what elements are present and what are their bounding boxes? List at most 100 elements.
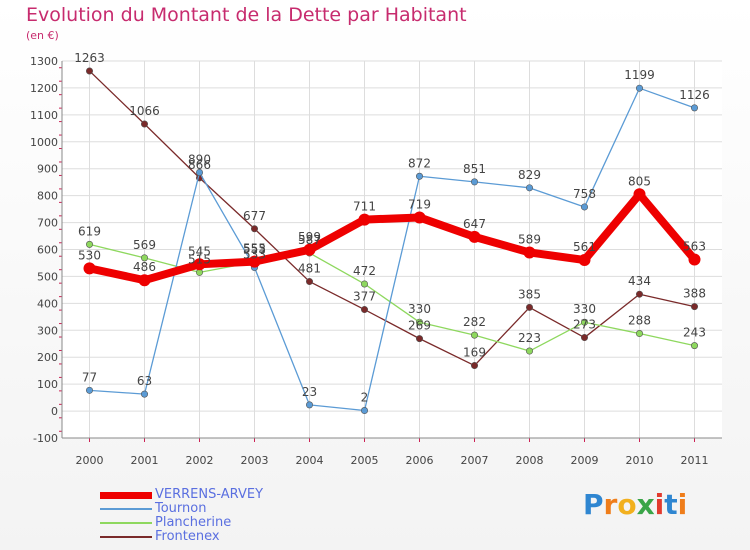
- data-label-frontenex: 481: [298, 262, 321, 276]
- data-label-tournon: 2: [361, 391, 369, 405]
- series-line-frontenex: [88, 70, 696, 367]
- y-tick-label: 0: [51, 405, 58, 418]
- data-point-verrens-arvey: [138, 274, 151, 287]
- data-point-plancherine: [580, 318, 588, 326]
- data-point-verrens-arvey: [193, 258, 206, 271]
- data-label-tournon: 23: [302, 385, 317, 399]
- data-point-frontenex: [690, 303, 698, 311]
- legend-swatch-tournon: [100, 508, 152, 510]
- data-label-plancherine: 288: [628, 314, 651, 328]
- legend-swatch-frontenex: [100, 536, 152, 538]
- data-label-tournon: 1199: [624, 68, 655, 82]
- data-label-frontenex: 385: [518, 287, 541, 301]
- logo-letter: r: [603, 488, 618, 521]
- data-point-tournon: [580, 203, 588, 211]
- y-tick-label: 600: [37, 244, 58, 257]
- data-label-frontenex: 434: [628, 274, 651, 288]
- legend-swatch-verrens-arvey: [100, 492, 152, 499]
- data-point-verrens-arvey: [468, 230, 481, 243]
- data-point-frontenex: [360, 306, 368, 314]
- data-point-verrens-arvey: [303, 243, 316, 256]
- logo-letter: i: [654, 488, 665, 521]
- y-tick-label: 1300: [30, 55, 58, 68]
- data-point-tournon: [525, 184, 533, 192]
- x-tick-label: 2008: [516, 454, 544, 467]
- data-point-plancherine: [415, 318, 423, 326]
- data-label-plancherine: 619: [78, 224, 101, 238]
- series-line-tournon: [88, 87, 696, 412]
- x-tick-label: 2001: [131, 454, 159, 467]
- data-label-verrens-arvey: 647: [463, 217, 486, 231]
- data-label-plancherine: 243: [683, 326, 706, 340]
- data-point-plancherine: [141, 254, 149, 262]
- legend-label-plancherine: Plancherine: [155, 515, 232, 530]
- data-point-tournon: [470, 178, 478, 186]
- data-point-tournon: [415, 172, 423, 180]
- x-tick-label: 2005: [351, 454, 379, 467]
- x-tick-label: 2006: [406, 454, 434, 467]
- y-tick-label: 100: [37, 378, 58, 391]
- data-label-verrens-arvey: 545: [188, 244, 211, 258]
- data-point-plancherine: [360, 280, 368, 288]
- x-tick-label: 2003: [241, 454, 269, 467]
- data-point-frontenex: [86, 67, 94, 75]
- y-tick-label: 300: [37, 324, 58, 337]
- x-tick-label: 2007: [461, 454, 489, 467]
- chart-subtitle: (en €): [26, 29, 59, 42]
- data-point-frontenex: [305, 278, 313, 286]
- chart-title: Evolution du Montant de la Dette par Hab…: [26, 4, 467, 26]
- x-tick-label: 2011: [681, 454, 709, 467]
- data-label-plancherine: 330: [408, 302, 431, 316]
- data-point-frontenex: [415, 335, 423, 343]
- data-label-verrens-arvey: 561: [573, 240, 596, 254]
- data-label-frontenex: 169: [463, 346, 486, 360]
- y-tick-label: -100: [33, 432, 58, 445]
- data-label-frontenex: 377: [353, 290, 376, 304]
- data-point-frontenex: [251, 225, 259, 233]
- data-label-frontenex: 677: [243, 209, 266, 223]
- data-label-tournon: 1126: [679, 88, 710, 102]
- data-label-frontenex: 269: [408, 319, 431, 333]
- data-point-tournon: [305, 401, 313, 409]
- data-point-frontenex: [141, 120, 149, 128]
- data-label-tournon: 890: [188, 152, 211, 166]
- data-point-tournon: [141, 390, 149, 398]
- data-label-verrens-arvey: 711: [353, 200, 376, 214]
- x-tick-label: 2000: [76, 454, 104, 467]
- x-tick-label: 2002: [186, 454, 214, 467]
- y-tick-label: 700: [37, 217, 58, 230]
- data-label-plancherine: 330: [573, 302, 596, 316]
- data-point-frontenex: [470, 362, 478, 370]
- data-point-verrens-arvey: [578, 254, 591, 267]
- legend-swatch-plancherine: [100, 522, 152, 524]
- data-point-tournon: [86, 386, 94, 394]
- y-tick-label: 1000: [30, 136, 58, 149]
- data-point-frontenex: [525, 303, 533, 311]
- y-tick-label: 500: [37, 270, 58, 283]
- data-point-plancherine: [525, 347, 533, 355]
- data-label-plancherine: 282: [463, 315, 486, 329]
- y-tick-label: 1200: [30, 82, 58, 95]
- data-label-frontenex: 1263: [74, 51, 105, 65]
- data-label-verrens-arvey: 486: [133, 260, 156, 274]
- x-tick-label: 2010: [626, 454, 654, 467]
- data-point-tournon: [635, 84, 643, 92]
- logo-letter: x: [636, 488, 655, 521]
- y-tick-label: 400: [37, 297, 58, 310]
- data-label-frontenex: 1066: [129, 104, 160, 118]
- data-label-tournon: 829: [518, 168, 541, 182]
- data-label-tournon: 758: [573, 187, 596, 201]
- data-label-tournon: 872: [408, 156, 431, 170]
- y-tick-label: 200: [37, 351, 58, 364]
- data-point-verrens-arvey: [633, 188, 646, 201]
- data-label-verrens-arvey: 555: [243, 242, 266, 256]
- x-tick-label: 2004: [296, 454, 324, 467]
- data-label-plancherine: 569: [133, 238, 156, 252]
- data-point-tournon: [196, 168, 204, 176]
- data-point-frontenex: [580, 334, 588, 342]
- logo-letter: i: [677, 488, 688, 521]
- data-label-tournon: 63: [137, 374, 152, 388]
- data-label-verrens-arvey: 805: [628, 174, 651, 188]
- data-point-verrens-arvey: [358, 213, 371, 226]
- data-point-verrens-arvey: [413, 211, 426, 224]
